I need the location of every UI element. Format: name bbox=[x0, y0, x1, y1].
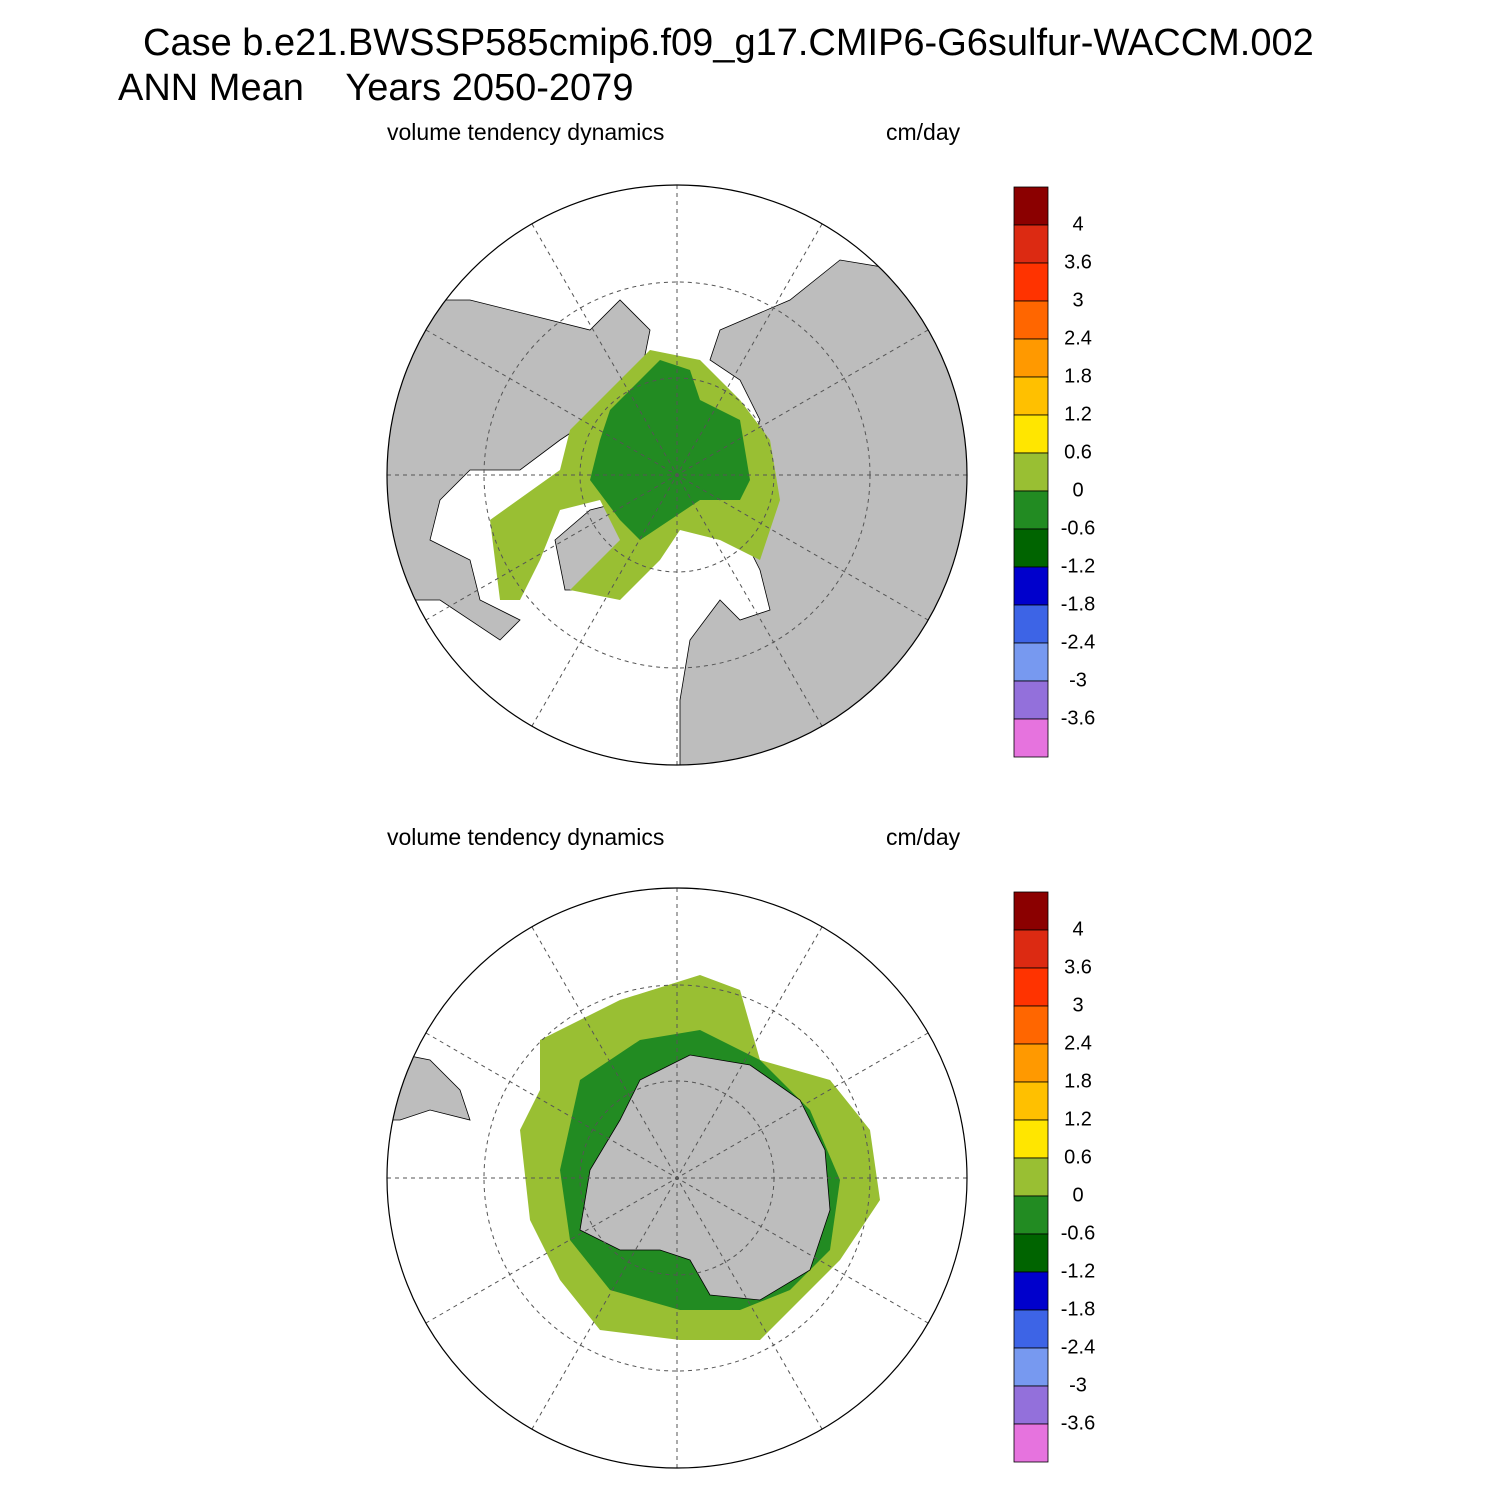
colorbar-box bbox=[1013, 1309, 1049, 1349]
colorbar-label: -3 bbox=[1069, 669, 1087, 691]
colorbar-box bbox=[1013, 1119, 1049, 1159]
colorbar-box bbox=[1013, 1005, 1049, 1045]
colorbar-box bbox=[1013, 967, 1049, 1007]
north-grid bbox=[386, 184, 968, 766]
colorbar-box bbox=[1013, 262, 1049, 302]
colorbar-label: 3 bbox=[1072, 289, 1083, 311]
colorbar-label: 0.6 bbox=[1064, 441, 1092, 463]
colorbar-label: 2.4 bbox=[1064, 327, 1092, 349]
colorbar-label: 0 bbox=[1072, 1184, 1083, 1206]
colorbar-box bbox=[1013, 452, 1049, 492]
colorbar-box bbox=[1013, 1271, 1049, 1311]
colorbar-box bbox=[1013, 1423, 1049, 1463]
colorbar-box bbox=[1013, 1043, 1049, 1083]
land bbox=[579, 1054, 831, 1301]
colorbar-label: 1.8 bbox=[1064, 1070, 1092, 1092]
colorbar-label: 3 bbox=[1072, 994, 1083, 1016]
colorbar-label: 1.8 bbox=[1064, 365, 1092, 387]
colorbar-label: -2.4 bbox=[1061, 1336, 1095, 1358]
colorbar-box bbox=[1013, 929, 1049, 969]
south-grid bbox=[386, 887, 968, 1469]
colorbar-label: -1.2 bbox=[1061, 1260, 1095, 1282]
colorbar-box bbox=[1013, 414, 1049, 454]
colorbar-label: -0.6 bbox=[1061, 517, 1095, 539]
colorbar-box bbox=[1013, 186, 1049, 226]
colorbar-label: -1.8 bbox=[1061, 1298, 1095, 1320]
colorbar-box bbox=[1013, 1233, 1049, 1273]
colorbar-box bbox=[1013, 1385, 1049, 1425]
colorbar-label: -3.6 bbox=[1061, 1412, 1095, 1434]
colorbar-label: -1.8 bbox=[1061, 593, 1095, 615]
colorbar-label: -1.2 bbox=[1061, 555, 1095, 577]
colorbar-label: 2.4 bbox=[1064, 1032, 1092, 1054]
colorbar-box bbox=[1013, 338, 1049, 378]
panel-units: cm/day bbox=[886, 824, 961, 850]
colorbar-box bbox=[1013, 1157, 1049, 1197]
colorbar-label: -0.6 bbox=[1061, 1222, 1095, 1244]
colorbar-box bbox=[1013, 718, 1049, 758]
north-map bbox=[387, 185, 967, 765]
title-line: ANN Mean Years 2050-2079 bbox=[118, 67, 633, 109]
colorbar-box bbox=[1013, 490, 1049, 530]
colorbar-box bbox=[1013, 528, 1049, 568]
panel-title: volume tendency dynamics bbox=[387, 119, 664, 145]
colorbar-label: 0.6 bbox=[1064, 1146, 1092, 1168]
colorbar-label: -3 bbox=[1069, 1374, 1087, 1396]
colorbar-label: 4 bbox=[1072, 213, 1083, 235]
colorbar-box bbox=[1013, 1195, 1049, 1235]
colorbar-box bbox=[1013, 566, 1049, 606]
colorbar-label: 3.6 bbox=[1064, 251, 1092, 273]
colorbar-label: 4 bbox=[1072, 918, 1083, 940]
colorbar-box bbox=[1013, 642, 1049, 682]
colorbar-label: 1.2 bbox=[1064, 403, 1092, 425]
colorbar-box bbox=[1013, 891, 1049, 931]
colorbar-box bbox=[1013, 680, 1049, 720]
colorbar-box bbox=[1013, 224, 1049, 264]
colorbar-box bbox=[1013, 1081, 1049, 1121]
colorbar-box bbox=[1013, 376, 1049, 416]
colorbar-label: -2.4 bbox=[1061, 631, 1095, 653]
ice bbox=[590, 360, 750, 540]
colorbar-box bbox=[1013, 300, 1049, 340]
colorbar-label: 3.6 bbox=[1064, 956, 1092, 978]
colorbar-box bbox=[1013, 604, 1049, 644]
title-line: Case b.e21.BWSSP585cmip6.f09_g17.CMIP6-G… bbox=[143, 22, 1314, 64]
panel-title: volume tendency dynamics bbox=[387, 824, 664, 850]
colorbar-label: -3.6 bbox=[1061, 707, 1095, 729]
colorbar-label: 1.2 bbox=[1064, 1108, 1092, 1130]
colorbar-box bbox=[1013, 1347, 1049, 1387]
colorbar-label: 0 bbox=[1072, 479, 1083, 501]
panel-units: cm/day bbox=[886, 119, 961, 145]
south-map bbox=[387, 888, 967, 1468]
